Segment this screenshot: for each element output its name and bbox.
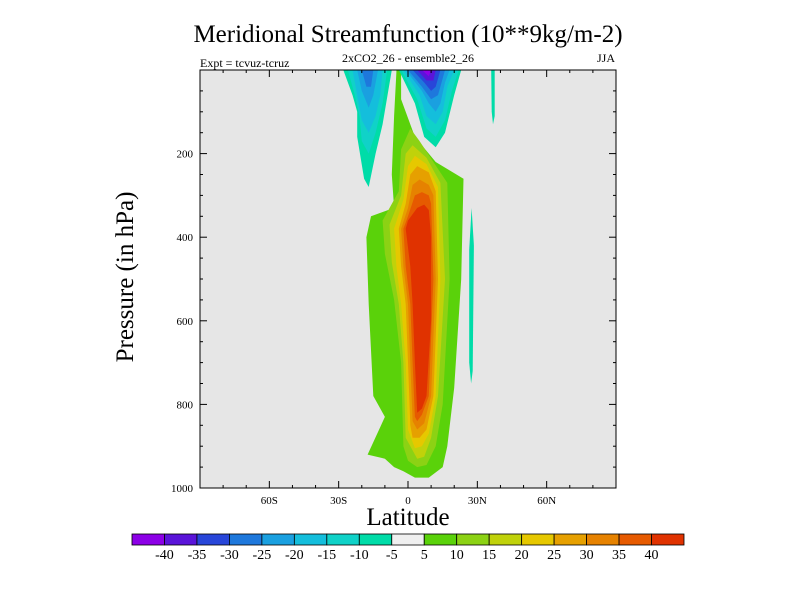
colorbar-swatch: [488, 533, 523, 546]
contour-region: [469, 207, 474, 384]
colorbar-label: -30: [220, 548, 239, 563]
colorbar: -40 -35 -30 -25 -20 -15 -10 -5 5 10 15 20 25 30 35 40: [131, 533, 685, 563]
colorbar-label: 25: [547, 548, 561, 563]
x-tick-label: 60N: [537, 495, 556, 507]
contour-region: [357, 70, 378, 108]
y-axis-title: Pressure (in hPa): [112, 192, 139, 363]
colorbar-swatch: [326, 533, 360, 546]
colorbar-swatch: [456, 533, 490, 546]
colorbar-swatch: [261, 533, 295, 546]
x-tick-label: 0: [405, 495, 411, 507]
colorbar-swatch: [196, 533, 230, 546]
colorbar-label: 30: [580, 548, 594, 563]
colorbar-label: 10: [450, 548, 464, 563]
x-axis-title: Latitude: [366, 504, 449, 531]
colorbar-label: 5: [421, 548, 428, 563]
x-tick-label: 30N: [468, 495, 487, 507]
colorbar-label: -40: [155, 548, 174, 563]
colorbar-swatch: [618, 533, 652, 546]
colorbar-label: 15: [482, 548, 496, 563]
colorbar-label: -10: [350, 548, 369, 563]
season-label: JJA: [597, 51, 615, 65]
colorbar-swatch: [229, 533, 263, 546]
colorbar-label: -20: [285, 548, 304, 563]
y-tick-label: 600: [177, 316, 194, 328]
colorbar-label: 40: [645, 548, 659, 563]
x-tick-label: 30S: [330, 495, 347, 507]
contour-region: [361, 70, 374, 87]
contour-region: [421, 70, 432, 77]
colorbar-swatch: [358, 533, 393, 546]
colorbar-swatch: [391, 533, 425, 546]
contour-region: [405, 204, 432, 413]
colorbar-swatch: [553, 533, 587, 546]
y-tick-label: 400: [177, 232, 194, 244]
x-tick-label: 60S: [261, 495, 278, 507]
plot-area: 60S 30S 0 30N 60N 200 400 600 800 1000: [171, 69, 617, 507]
colorbar-swatch: [131, 533, 165, 546]
colorbar-label: 20: [515, 548, 529, 563]
y-tick-label: 200: [177, 149, 194, 161]
colorbar-label: -5: [386, 548, 398, 563]
colorbar-label: -15: [317, 548, 336, 563]
y-tick-label: 1000: [171, 483, 194, 495]
colorbar-swatch: [423, 533, 458, 546]
colorbar-swatch: [164, 533, 198, 546]
colorbar-swatch: [586, 533, 620, 546]
run-label: 2xCO2_26 - ensemble2_26: [342, 51, 474, 65]
experiment-label: Expt = tcvuz-tcruz: [200, 56, 289, 70]
tick-layer: 60S 30S 0 30N 60N 200 400 600 800 1000: [171, 70, 616, 507]
chart-title: Meridional Streamfunction (10**9kg/m-2): [193, 21, 622, 48]
colorbar-swatch: [651, 533, 685, 546]
colorbar-swatch: [293, 533, 328, 546]
colorbar-swatch: [521, 533, 555, 546]
colorbar-label: -35: [188, 548, 207, 563]
colorbar-label: -25: [253, 548, 272, 563]
contour-region: [491, 70, 495, 125]
colorbar-label: 35: [612, 548, 626, 563]
contour-layer: [343, 70, 495, 478]
y-tick-label: 800: [177, 399, 194, 411]
